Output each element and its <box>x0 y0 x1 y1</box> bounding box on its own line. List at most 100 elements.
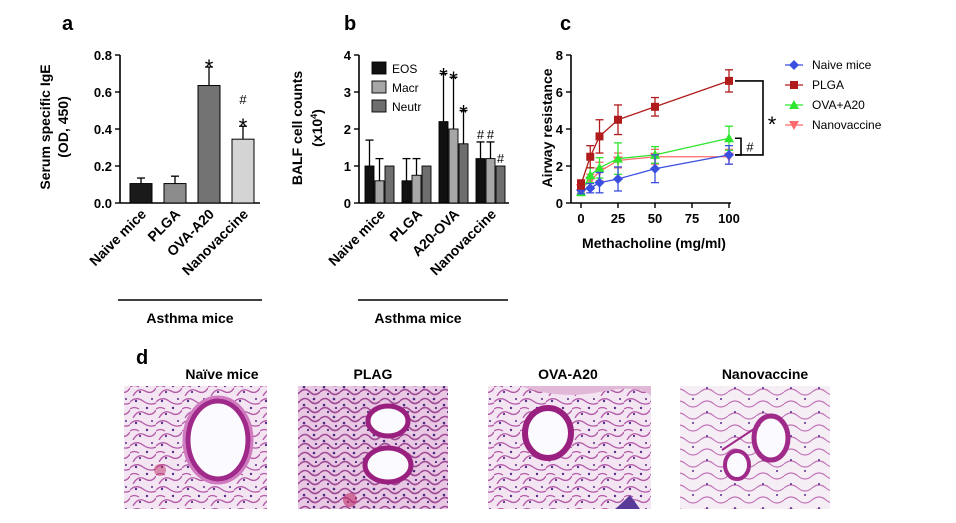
chart-b-significance-mark: # <box>497 151 505 166</box>
chart-a-bar <box>231 138 255 204</box>
chart-c-legend-marker <box>790 81 798 89</box>
chart-c-series-plga <box>577 69 733 190</box>
chart-c-xtick-label: 25 <box>611 211 625 226</box>
chart-b-ytick-label: 2 <box>344 122 351 137</box>
chart-c-xtick-label: 50 <box>648 211 662 226</box>
chart-b-bar <box>401 180 412 204</box>
chart-c-significance-mark: * <box>768 112 777 137</box>
chart-c-series-line <box>580 80 730 185</box>
chart-c-data-point <box>594 177 605 188</box>
histology-title-3: OVA-A20 <box>538 366 598 382</box>
chart-a: Serum specific IgE (OD, 450) 0.0 0.2 0.4 0.… <box>37 48 262 326</box>
chart-b-ytick-label: 1 <box>344 159 351 174</box>
panel-letter-c: c <box>560 13 571 35</box>
chart-b-legend-swatch <box>371 61 387 75</box>
chart-b-bar <box>448 128 459 204</box>
chart-a-significance-mark: # <box>239 92 247 107</box>
chart-a-bar <box>197 85 221 204</box>
chart-a-significance-mark: * <box>239 114 248 139</box>
chart-b-legend-label: Macr <box>392 81 419 95</box>
chart-c-data-point <box>595 132 604 141</box>
chart-c-series-naive-mice <box>576 144 734 196</box>
histology-image-ova-a20 <box>488 386 651 509</box>
chart-b-bar <box>364 165 375 204</box>
chart-b-bar <box>475 158 486 204</box>
chart-c-series-ova-a20 <box>576 125 734 197</box>
chart-c-legend-label: Nanovaccine <box>812 118 882 132</box>
chart-c-legend-label: PLGA <box>812 78 844 92</box>
chart-c-data-point <box>585 183 596 194</box>
chart-b-legend-swatch <box>371 99 387 113</box>
histology-panel: Naïve mice PLAG OVA-A20 Nanovaccine <box>124 366 830 509</box>
chart-c-legend-label: OVA+A20 <box>812 98 865 112</box>
chart-b-bar <box>421 165 432 204</box>
histology-title-1: Naïve mice <box>185 366 258 382</box>
chart-b-ylabel-2: (x104) <box>309 109 325 147</box>
chart-c-data-point <box>613 153 623 163</box>
histology-image-naive <box>124 386 267 509</box>
chart-b-category-label: Nanovaccine <box>427 206 500 279</box>
chart-b-significance-mark: # <box>487 127 495 142</box>
chart-b-significance-mark: * <box>449 67 458 92</box>
chart-a-significance-mark: * <box>205 55 214 80</box>
panel-letter-a: a <box>62 13 74 35</box>
chart-b-bar <box>438 121 449 204</box>
chart-c-ytick-label: 6 <box>556 85 563 100</box>
chart-c-legend-marker <box>789 60 799 70</box>
chart-b-ylabel-close: ) <box>309 109 325 114</box>
chart-c-ytick-label: 8 <box>556 48 563 63</box>
chart-b-ylabel-x10: (x10 <box>309 119 325 147</box>
chart-c-xtick-label: 75 <box>685 211 699 226</box>
chart-c-data-point <box>725 76 733 85</box>
chart-c: Airway resistance 0 2 4 6 8 0 25 50 75 100 Naive… <box>539 48 882 251</box>
chart-c-data-point <box>614 115 622 124</box>
chart-c-ytick-label: 0 <box>556 196 563 211</box>
histology-title-2: PLAG <box>354 366 393 382</box>
chart-c-significance-bracket <box>735 137 742 156</box>
chart-c-data-point <box>650 163 660 174</box>
chart-a-ytick-label: 0.2 <box>94 159 112 174</box>
chart-b-significance-mark: * <box>459 101 468 126</box>
chart-a-ytick-label: 0.8 <box>94 48 112 63</box>
chart-a-group-label: Asthma mice <box>146 310 233 326</box>
chart-a-ylabel-2: (OD, 450) <box>55 96 71 157</box>
chart-a-category-label: Naive mice <box>86 206 149 269</box>
chart-c-data-point <box>586 152 595 161</box>
chart-c-significance-bracket <box>735 80 764 156</box>
chart-c-xtick-label: 100 <box>718 211 740 226</box>
chart-b-bar <box>384 165 395 204</box>
chart-b-ytick-label: 3 <box>344 85 351 100</box>
chart-c-data-point <box>724 133 734 143</box>
chart-b-category-label: Naive mice <box>325 206 388 269</box>
histology-image-plga <box>298 386 448 509</box>
chart-b-legend-swatch <box>371 80 387 94</box>
chart-b-ylabel-1: BALF cell counts <box>289 71 305 186</box>
chart-c-data-point <box>577 180 585 189</box>
chart-c-data-point <box>724 149 734 160</box>
chart-b-bar <box>374 180 385 204</box>
chart-c-significance-mark: # <box>746 140 754 155</box>
chart-c-data-point <box>594 162 605 172</box>
histology-title-4: Nanovaccine <box>722 366 809 382</box>
chart-a-ylabel-1: Serum specific IgE <box>37 64 53 189</box>
chart-c-data-point <box>651 102 659 111</box>
chart-b-ytick-label: 0 <box>344 196 351 211</box>
chart-c-data-point <box>585 170 596 180</box>
chart-b-bar <box>495 165 506 204</box>
panel-letter-d: d <box>136 347 148 369</box>
chart-b-bar <box>411 174 422 204</box>
chart-c-data-point <box>613 173 623 184</box>
chart-c-legend-marker <box>789 100 799 109</box>
chart-a-bar <box>129 183 153 204</box>
chart-a-ytick-label: 0.0 <box>94 196 112 211</box>
chart-c-ytick-label: 4 <box>556 122 564 137</box>
chart-a-ytick-label: 0.4 <box>94 122 113 137</box>
chart-b-group-label: Asthma mice <box>374 310 461 326</box>
chart-c-legend-marker <box>789 121 799 130</box>
panel-letter-b: b <box>344 13 356 35</box>
chart-c-xlabel: Methacholine (mg/ml) <box>582 235 726 251</box>
histology-image-nanovaccine <box>680 386 830 509</box>
chart-b-significance-mark: # <box>477 127 485 142</box>
